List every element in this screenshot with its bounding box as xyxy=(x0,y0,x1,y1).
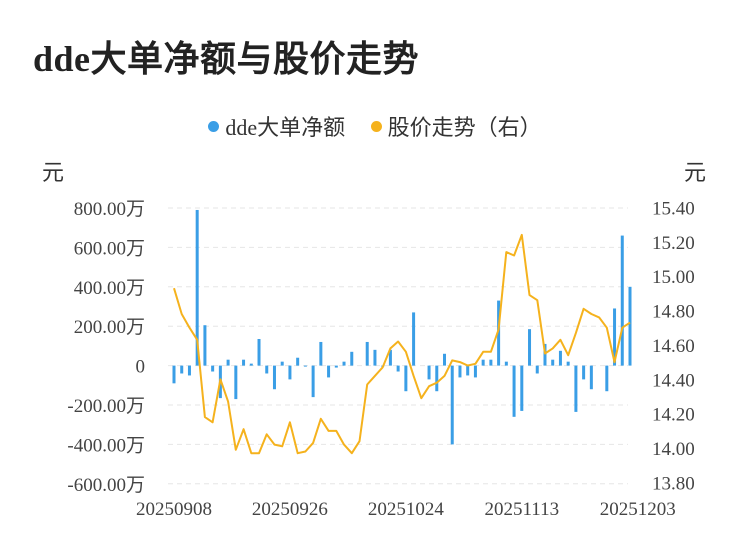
bar-dde xyxy=(396,365,400,372)
legend-item-price[interactable]: 股价走势（右） xyxy=(370,110,542,142)
bar-dde xyxy=(443,353,447,366)
x-axis-tick-label: 20250926 xyxy=(252,499,328,520)
bar-dde xyxy=(388,349,392,366)
right-axis-tick-label: 15.00 xyxy=(652,267,695,288)
bar-dde xyxy=(172,365,176,384)
bar-dde xyxy=(404,365,408,392)
bar-dde xyxy=(497,300,501,366)
bar-dde xyxy=(412,312,416,366)
bar-dde xyxy=(234,365,238,400)
bar-dde xyxy=(373,349,377,366)
legend: dde大单净额 股价走势（右） xyxy=(0,110,750,142)
right-axis-tick-label: 15.20 xyxy=(652,233,695,254)
bar-dde xyxy=(211,365,215,372)
bar-dde xyxy=(319,341,323,366)
bar-dde xyxy=(195,209,199,366)
left-axis-tick-label: 200.00万 xyxy=(74,317,145,338)
bar-dde xyxy=(582,365,586,380)
bar-dde xyxy=(226,359,230,366)
x-axis-tick-label: 20251113 xyxy=(484,499,559,520)
x-axis-tick-label: 20251024 xyxy=(368,499,445,520)
left-axis-tick-label: 400.00万 xyxy=(74,278,145,299)
bar-dde xyxy=(466,365,470,376)
bar-dde xyxy=(566,361,570,366)
bar-dde xyxy=(543,343,547,366)
bar-dde xyxy=(605,365,609,392)
bar-dde xyxy=(558,350,562,366)
right-axis-tick-label: 14.00 xyxy=(652,439,695,460)
bar-dde xyxy=(574,365,578,412)
bar-dde xyxy=(628,286,632,366)
left-axis-tick-label: 0 xyxy=(136,357,146,378)
bar-dde xyxy=(311,365,315,398)
right-axis-tick-label: 15.40 xyxy=(652,198,695,219)
bar-dde xyxy=(450,365,454,445)
bar-dde xyxy=(613,308,617,366)
bar-dde xyxy=(512,365,516,417)
bar-dde xyxy=(620,235,624,366)
bar-dde xyxy=(458,365,462,378)
bar-dde xyxy=(288,365,292,380)
bar-dde xyxy=(303,365,307,367)
left-axis-unit: 元 xyxy=(42,160,65,185)
legend-label-dde: dde大单净额 xyxy=(225,115,346,140)
bar-dde xyxy=(203,325,207,366)
bar-dde xyxy=(265,365,269,374)
bar-dde xyxy=(535,365,539,374)
bar-dde xyxy=(342,361,346,366)
right-axis-tick-label: 14.20 xyxy=(652,405,695,426)
bar-dde xyxy=(481,359,485,366)
legend-label-price: 股价走势（右） xyxy=(387,115,542,140)
bar-dde xyxy=(327,365,331,378)
bar-dde xyxy=(334,365,338,368)
bar-dde xyxy=(435,365,439,392)
bar-dde xyxy=(272,365,276,390)
bar-dde xyxy=(427,365,431,380)
bar-dde xyxy=(589,365,593,390)
bar-dde xyxy=(257,339,261,366)
bar-dde xyxy=(365,341,369,366)
left-axis-tick-label: -400.00万 xyxy=(67,435,145,456)
bar-dde xyxy=(350,351,354,366)
bar-dde xyxy=(280,361,284,366)
bar-dde xyxy=(249,363,253,366)
left-axis-tick-label: -600.00万 xyxy=(67,475,145,496)
x-axis-tick-label: 20250908 xyxy=(136,499,212,520)
price-line xyxy=(173,233,631,455)
x-axis-tick-label: 20251203 xyxy=(600,499,676,520)
right-axis-tick-label: 14.40 xyxy=(652,370,695,391)
bar-dde xyxy=(504,361,508,366)
bar-dde xyxy=(528,329,532,366)
legend-item-dde[interactable]: dde大单净额 xyxy=(208,110,345,142)
legend-dot-orange xyxy=(370,120,382,132)
bar-dde xyxy=(187,365,191,376)
bar-dde xyxy=(520,365,524,411)
bar-dde xyxy=(489,359,493,366)
left-axis-tick-label: 600.00万 xyxy=(74,238,145,259)
right-axis-tick-label: 14.60 xyxy=(652,336,695,357)
right-axis-tick-label: 14.80 xyxy=(652,302,695,323)
right-axis-tick-label: 13.80 xyxy=(652,473,695,494)
bar-dde xyxy=(180,365,184,374)
bar-dde xyxy=(473,365,477,378)
bar-dde xyxy=(551,359,555,366)
legend-dot-blue xyxy=(208,120,220,132)
bar-dde xyxy=(242,359,246,366)
right-axis-unit: 元 xyxy=(684,160,707,185)
bar-dde xyxy=(296,357,300,366)
left-axis-tick-label: 800.00万 xyxy=(74,199,145,220)
chart-title: dde大单净额与股价走势 xyxy=(33,39,420,79)
left-axis-tick-label: -200.00万 xyxy=(67,396,145,417)
